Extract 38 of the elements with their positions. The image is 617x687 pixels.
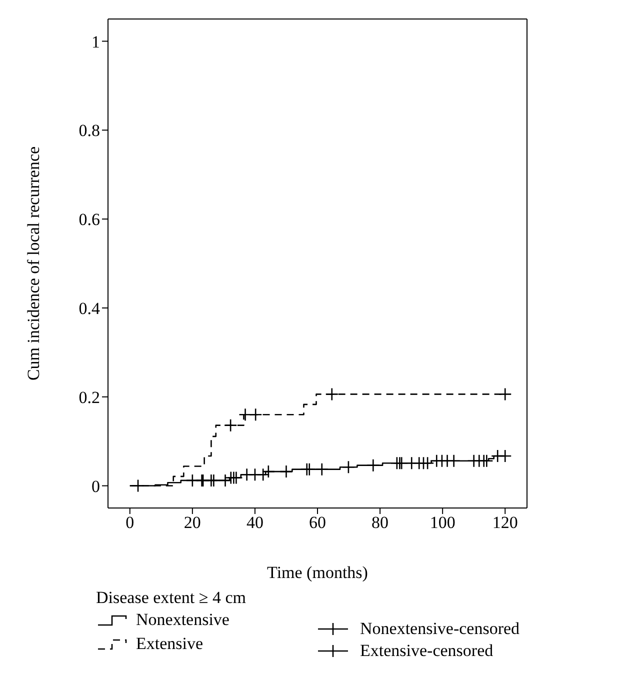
point bbox=[218, 474, 232, 488]
point bbox=[325, 388, 339, 401]
point bbox=[248, 408, 262, 422]
legend-label: Extensive-censored bbox=[359, 640, 494, 662]
y-axis-title: Cum incidence of local recurrence bbox=[24, 146, 44, 381]
point bbox=[262, 464, 276, 478]
y-tick-label: 0 bbox=[92, 476, 100, 496]
point bbox=[480, 454, 494, 468]
point bbox=[280, 464, 293, 478]
point bbox=[238, 408, 252, 422]
x-axis-title: Time (months) bbox=[267, 563, 368, 582]
legend-label: Nonextensive bbox=[135, 609, 230, 631]
x-tick-label: 100 bbox=[430, 513, 456, 532]
y-tick-label: 0.2 bbox=[78, 388, 100, 407]
y-tick-label: 1 bbox=[92, 32, 100, 52]
x-tick-label: 120 bbox=[492, 513, 518, 532]
y-tick-label: 0.6 bbox=[78, 210, 100, 230]
x-tick-label: 60 bbox=[309, 513, 326, 532]
point bbox=[447, 454, 460, 468]
point bbox=[342, 460, 356, 474]
point bbox=[224, 418, 238, 432]
point bbox=[366, 458, 380, 472]
point bbox=[207, 474, 220, 488]
y-tick-label: 0.8 bbox=[78, 121, 100, 140]
x-tick-label: 0 bbox=[126, 513, 134, 532]
x-tick-label: 20 bbox=[184, 513, 201, 532]
point bbox=[420, 456, 434, 470]
point bbox=[302, 462, 316, 476]
point bbox=[498, 388, 512, 401]
point bbox=[498, 449, 512, 463]
legend-title: Disease extent ≥ 4 cm bbox=[96, 588, 248, 608]
legend-label: Extensive bbox=[135, 633, 204, 655]
legend-label: Nonextensive-censored bbox=[359, 618, 520, 640]
x-tick-label: 40 bbox=[246, 513, 264, 532]
point bbox=[256, 468, 270, 482]
x-tick-label: 80 bbox=[372, 513, 389, 532]
y-tick-label: 0.4 bbox=[78, 298, 100, 318]
point bbox=[315, 462, 329, 476]
